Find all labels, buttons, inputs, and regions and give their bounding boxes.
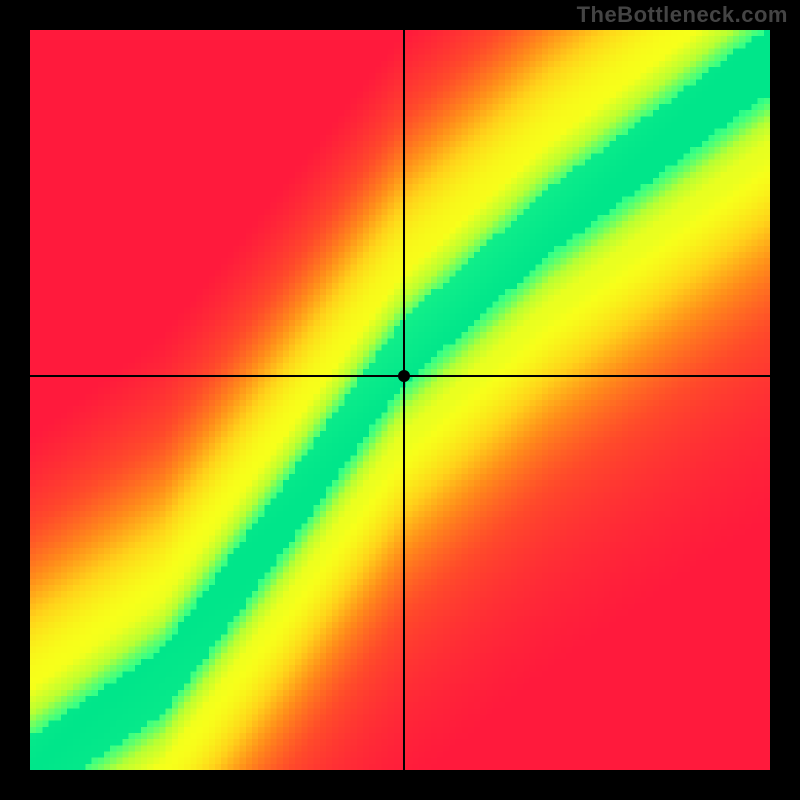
bottleneck-heatmap: [30, 30, 770, 770]
watermark-text: TheBottleneck.com: [577, 2, 788, 28]
crosshair-marker-dot: [398, 370, 410, 382]
crosshair-vertical-line: [403, 30, 405, 770]
